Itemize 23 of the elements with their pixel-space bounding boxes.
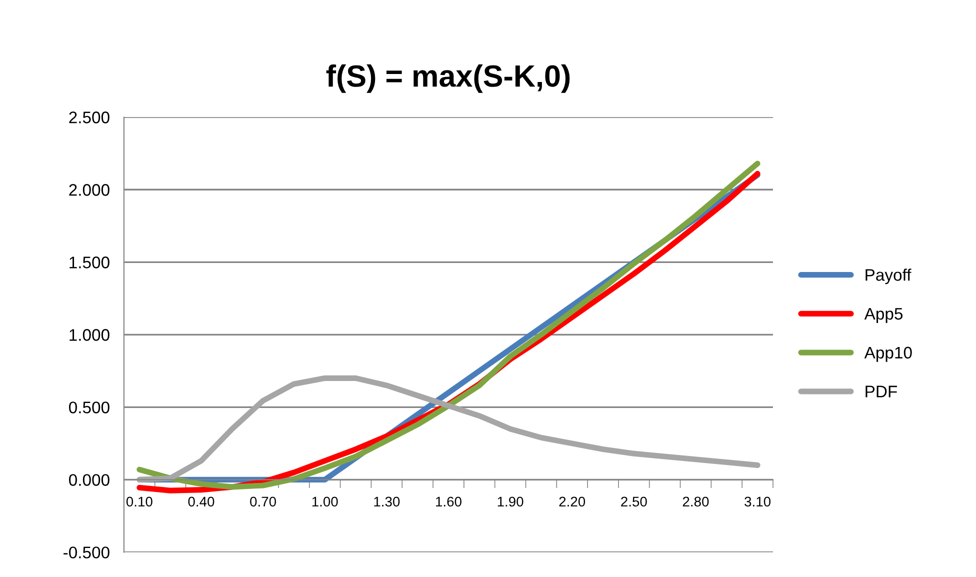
x-tick-label: 1.60 [436,496,462,507]
y-tick-label: 1.000 [70,329,110,341]
x-tick-label: 2.80 [682,496,709,507]
x-tick-label: 1.00 [312,496,338,507]
x-tick-label: 1.30 [374,496,400,507]
y-tick-label: 2.500 [69,112,110,124]
y-tick-label: 2.000 [69,184,110,196]
x-tick-label: 0.10 [126,496,152,507]
y-tick-label: 1.500 [70,256,110,268]
x-tick-label: 1.90 [498,496,524,507]
x-tick-label: 2.20 [559,496,586,507]
y-tick-label: -0.500 [64,546,110,558]
chart-title: f(S) = max(S-K,0) [326,64,570,93]
legend-label: App10 [864,346,912,362]
x-tick-label: 0.40 [188,496,214,507]
y-tick-label: 0.500 [69,402,110,414]
legend-label: Payoff [866,268,912,284]
legend-label: PDF [866,386,897,398]
x-tick-label: 2.50 [621,496,647,507]
x-tick-label: 0.70 [250,496,276,507]
y-tick-label: 0.000 [69,474,110,486]
legend-label: App5 [864,308,903,323]
x-tick-label: 3.10 [744,496,771,507]
